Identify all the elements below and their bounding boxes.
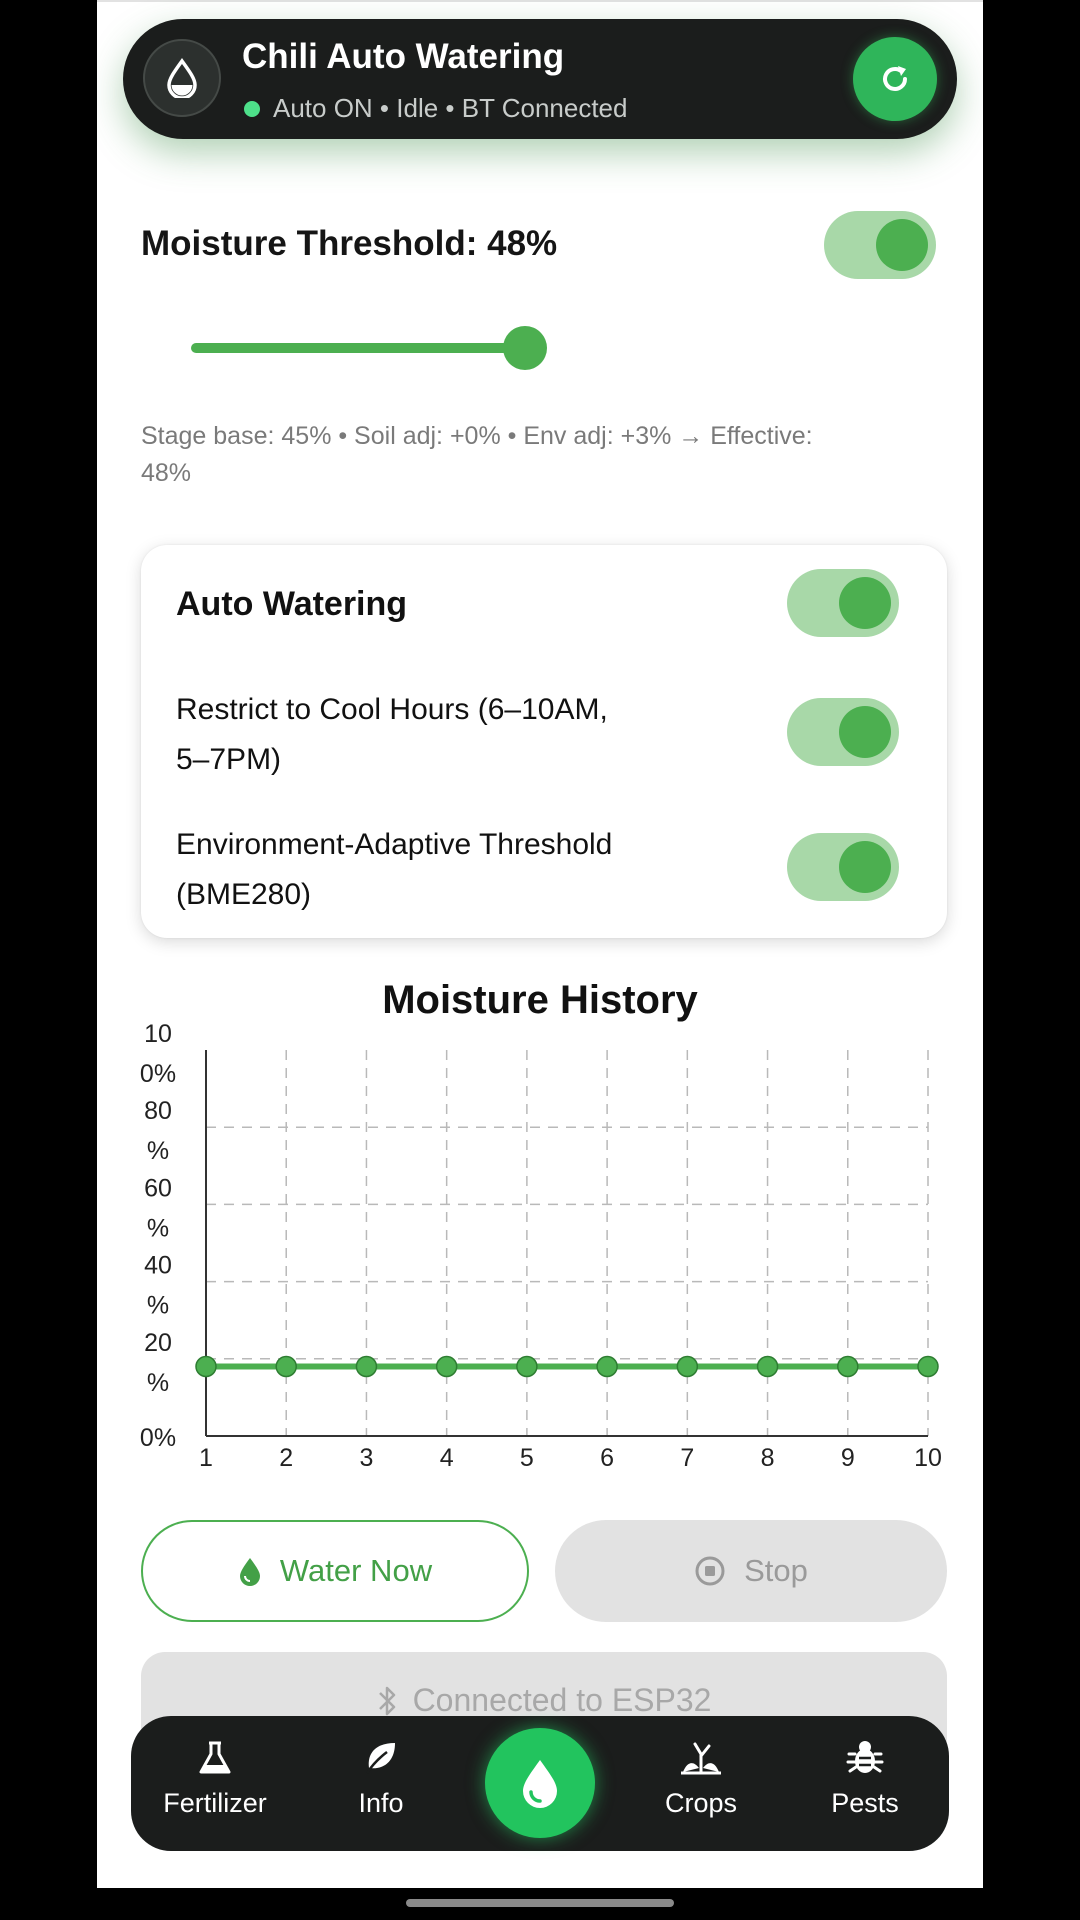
cool-hours-label-line1: Restrict to Cool Hours (6–10AM, [176,693,608,726]
nav-crops[interactable]: Crops [626,1738,776,1819]
stop-button[interactable]: Stop [555,1520,947,1622]
nav-crops-label: Crops [664,1788,738,1818]
flask-icon [199,1741,231,1774]
data-point [917,1355,939,1378]
x-tick-label: 8 [761,1444,775,1470]
env-adaptive-label: Environment-Adaptive Threshold (BME280) [176,820,612,920]
env-adaptive-label-line2: (BME280) [176,878,312,911]
app-title: Chili Auto Watering [242,37,565,76]
stop-label: Stop [744,1553,808,1588]
leaf-icon [365,1743,395,1774]
app-screen: Chili Auto Watering Auto ON • Idle • BT … [97,0,983,1888]
toggle-knob [839,577,891,629]
nav-fertilizer-label: Fertilizer [163,1788,267,1818]
app-header: Chili Auto Watering Auto ON • Idle • BT … [123,19,957,139]
nav-info[interactable]: Info [306,1738,456,1819]
y-tick-label: 10 [144,1020,172,1048]
y-tick-label: % [147,1214,169,1242]
data-point [275,1355,297,1378]
x-tick-label: 3 [359,1444,373,1470]
nav-pests-label: Pests [831,1788,899,1818]
water-drop-icon [239,1558,260,1586]
x-tick-label: 5 [520,1444,534,1470]
nav-info-label: Info [358,1788,404,1818]
toggle-knob [876,219,928,271]
y-tick-label: 0% [140,1060,176,1088]
env-adaptive-toggle[interactable] [787,833,899,901]
refresh-icon [883,66,907,91]
y-tick-label: % [147,1137,169,1165]
cool-hours-toggle[interactable] [787,698,899,766]
sprout-icon [681,1742,721,1775]
x-tick-label: 7 [680,1444,694,1470]
x-tick-label: 9 [841,1444,855,1470]
y-tick-label: 80 [144,1097,172,1125]
water-now-label: Water Now [279,1553,433,1588]
water-drop-icon [143,39,221,117]
cool-hours-label: Restrict to Cool Hours (6–10AM, 5–7PM) [176,685,608,785]
nav-fertilizer[interactable]: Fertilizer [140,1738,290,1819]
y-tick-label: % [147,1369,169,1397]
bug-icon [846,1741,884,1773]
x-tick-label: 4 [440,1444,454,1470]
status-dot-icon [244,100,260,117]
home-indicator[interactable] [406,1899,674,1907]
x-tick-label: 1 [199,1444,213,1470]
bluetooth-icon [378,1686,395,1715]
threshold-toggle[interactable] [824,211,936,279]
refresh-button[interactable] [853,37,937,121]
chart-title: Moisture History [382,978,698,1022]
nav-pests[interactable]: Pests [790,1738,940,1819]
water-drop-icon [523,1760,557,1808]
auto-watering-toggle[interactable] [787,569,899,637]
moisture-history-chart: 0% 20% 40% 60% 80% 10 0% 1 2 3 4 5 6 7 8 9 10 [140,1020,942,1470]
y-tick-label: 0% [140,1424,176,1452]
threshold-title: Moisture Threshold: 48% [141,224,558,263]
x-tick-label: 6 [600,1444,614,1470]
y-tick-label: 40 [144,1252,172,1280]
water-now-button[interactable]: Water Now [141,1520,529,1622]
toggle-knob [839,841,891,893]
threshold-breakdown: Stage base: 45% • Soil adj: +0% • Env ad… [141,422,813,487]
data-point [676,1355,699,1378]
cool-hours-label-line2: 5–7PM) [176,743,282,776]
data-point [355,1355,378,1378]
data-point [435,1355,458,1378]
threshold-slider-track[interactable] [191,343,531,353]
threshold-slider-thumb[interactable] [503,326,547,370]
env-adaptive-label-line1: Environment-Adaptive Threshold [176,828,613,861]
nav-watering-home[interactable] [485,1728,595,1838]
x-tick-label: 10 [914,1444,942,1470]
data-point [596,1355,618,1378]
stop-circle-icon [695,1556,725,1586]
connection-label: Connected to ESP32 [412,1682,712,1718]
status-text: Auto ON • Idle • BT Connected [273,93,628,123]
y-tick-label: 60 [144,1174,172,1202]
x-tick-label: 2 [279,1444,293,1470]
connection-status: Auto ON • Idle • BT Connected [244,93,627,124]
bottom-navigation: Fertilizer Info Crops [131,1716,949,1851]
y-tick-label: 20 [144,1329,172,1357]
data-point [756,1355,779,1378]
data-point [516,1355,538,1378]
toggle-knob [839,706,891,758]
data-point [837,1355,859,1378]
data-point [195,1355,217,1378]
y-tick-label: % [147,1292,169,1320]
auto-watering-label: Auto Watering [176,585,408,623]
settings-card: Auto Watering Restrict to Cool Hours (6–… [141,545,947,938]
